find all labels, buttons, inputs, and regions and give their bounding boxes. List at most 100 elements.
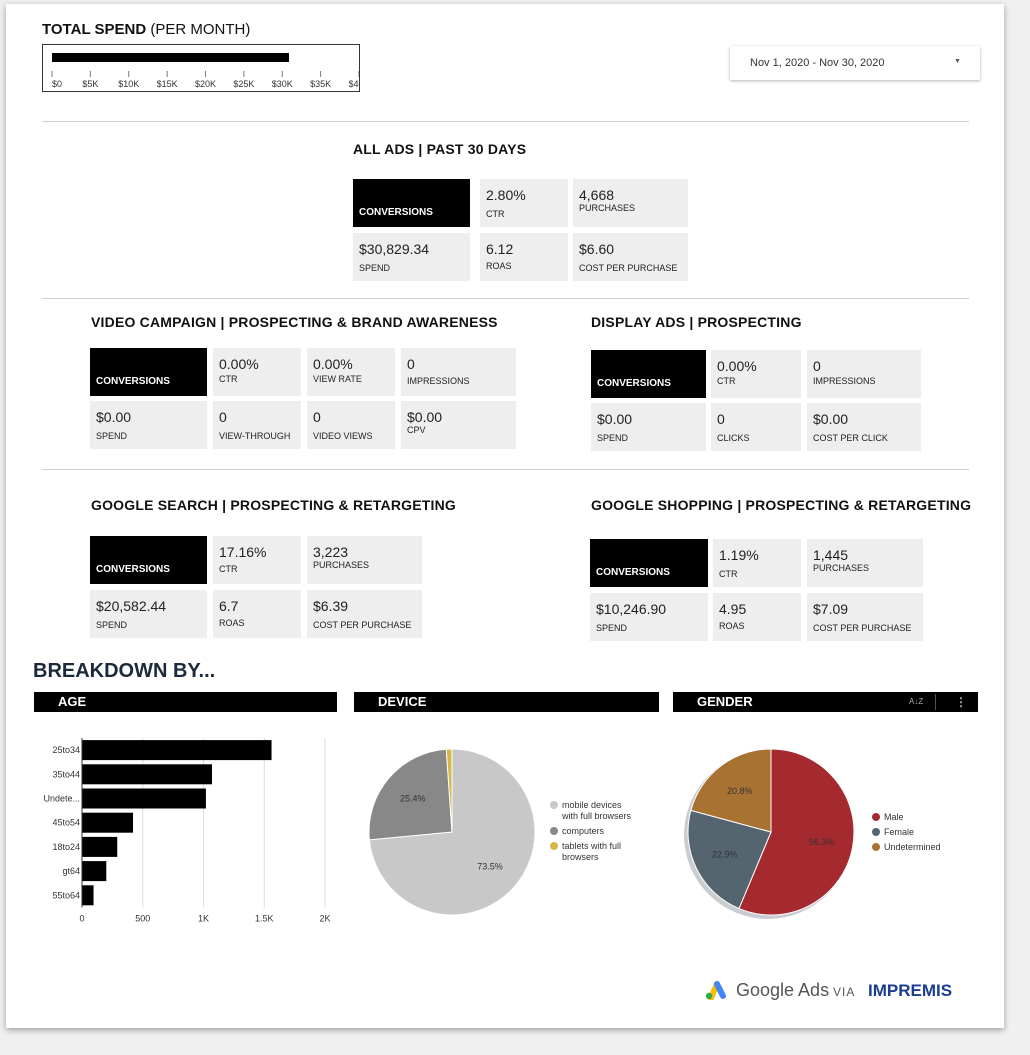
total-spend-title: TOTAL SPEND (PER MONTH): [42, 21, 250, 38]
gender-pie-chart: 56.3% 22.9% 20.8% Male Female Undetermined: [684, 748, 941, 919]
via-text: VIA: [833, 985, 856, 999]
bar-18to24[interactable]: [82, 836, 118, 857]
y-tick-label: 25to34: [52, 745, 80, 755]
x-tick-label: 1.5K: [255, 913, 274, 923]
purchases-tile: 1,445 PURCHASES: [807, 539, 923, 587]
bar-undete[interactable]: [82, 788, 206, 809]
ctr-tile: 1.19% CTR: [713, 539, 801, 587]
conversions-label: CONVERSIONS: [596, 567, 670, 578]
metric-label: CTR: [219, 374, 238, 384]
metric-value: 4.95: [719, 601, 747, 617]
purchases-tile: 3,223 PURCHASES: [307, 536, 422, 584]
metric-label: COST PER PURCHASE: [313, 620, 412, 630]
axis-tick-label: $20K: [195, 79, 216, 89]
divider: [42, 469, 969, 470]
metric-value: 3,223: [313, 544, 349, 560]
roas-tile: 6.7 ROAS: [213, 590, 301, 638]
metric-value: $7.09: [813, 601, 849, 617]
bar-45to54[interactable]: [82, 812, 134, 833]
legend-label: Female: [884, 827, 914, 837]
cost-per-purchase-tile: $7.09 COST PER PURCHASE: [807, 593, 923, 641]
report-canvas: TOTAL SPEND (PER MONTH) $0 $5K $10K $15K $20…: [6, 4, 1004, 1028]
metric-value: $0.00: [813, 411, 849, 427]
metric-label: PURCHASES: [313, 560, 370, 570]
view-rate-tile: 0.00% VIEW RATE: [307, 348, 395, 396]
metric-label: PURCHASES: [579, 203, 636, 213]
metric-label: VIEW RATE: [313, 374, 362, 384]
google-ads-logo-icon: [705, 981, 726, 1000]
more-vert-icon[interactable]: ⋮: [955, 695, 967, 709]
display-ads-title: DISPLAY ADS | PROSPECTING: [591, 314, 802, 330]
spend-tile: $20,582.44 SPEND: [90, 590, 207, 638]
axis-tick-label: $40K: [348, 79, 359, 89]
metric-label: VIEW-THROUGH: [219, 431, 291, 441]
total-spend-bar[interactable]: [52, 53, 289, 62]
metric-label: ROAS: [486, 261, 512, 271]
google-ads-text: Google Ads: [736, 980, 830, 1000]
purchases-tile: 4,668 PURCHASES: [573, 179, 688, 227]
video-campaign-title: VIDEO CAMPAIGN | PROSPECTING & BRAND AWA…: [91, 314, 498, 330]
conversions-tile: CONVERSIONS: [591, 350, 706, 398]
ctr-tile: 2.80% CTR: [480, 179, 568, 227]
metric-label: COST PER PURCHASE: [813, 623, 912, 633]
legend-label: Male: [884, 812, 904, 822]
legend-swatch: [872, 843, 880, 851]
legend-label: mobile devices: [562, 800, 622, 810]
metric-label: CTR: [719, 569, 738, 579]
axis-tick-label: $10K: [118, 79, 139, 89]
axis-tick-label: $30K: [272, 79, 293, 89]
y-tick-label: Undete...: [43, 794, 80, 804]
total-spend-bullet-chart: $0 $5K $10K $15K $20K $25K $30K $35K $40K: [42, 44, 360, 92]
chevron-down-icon[interactable]: ▼: [954, 58, 961, 65]
sort-az-icon[interactable]: A↓Z: [909, 697, 924, 706]
metric-label: CTR: [486, 209, 505, 219]
axis-tick-label: $0: [52, 79, 62, 89]
y-tick-label: 55to64: [52, 890, 80, 900]
roas-tile: 4.95 ROAS: [713, 593, 801, 641]
metric-value: 0: [717, 411, 725, 427]
x-tick-label: 2K: [319, 913, 330, 923]
metric-value: $20,582.44: [96, 598, 167, 614]
ctr-tile: 17.16% CTR: [213, 536, 301, 584]
impressions-tile: 0 IMPRESSIONS: [401, 348, 516, 396]
bar-35to44[interactable]: [82, 764, 213, 785]
slice-data-label: 25.4%: [400, 794, 426, 804]
metric-label: ROAS: [719, 621, 745, 631]
axis-tick-label: $5K: [82, 79, 98, 89]
metric-label: COST PER CLICK: [813, 433, 888, 443]
metric-label: PURCHASES: [813, 563, 870, 573]
conversions-tile: CONVERSIONS: [353, 179, 470, 227]
metric-value: 0.00%: [219, 356, 259, 372]
metric-value: $6.39: [313, 598, 349, 614]
impressions-tile: 0 IMPRESSIONS: [807, 350, 921, 398]
date-range-label: Nov 1, 2020 - Nov 30, 2020: [750, 57, 885, 69]
pie-slice-tablets[interactable]: [445, 748, 453, 833]
bar-gt64[interactable]: [82, 861, 107, 882]
date-range-picker[interactable]: Nov 1, 2020 - Nov 30, 2020 ▼: [730, 46, 980, 80]
y-tick-label: 45to54: [52, 818, 80, 828]
metric-value: 4,668: [579, 187, 615, 203]
cpv-tile: $0.00 CPV: [401, 401, 516, 449]
legend-label: tablets with full: [562, 841, 621, 851]
metric-value: 0: [313, 409, 321, 425]
metric-label: SPEND: [359, 263, 391, 273]
bar-55to64[interactable]: [82, 885, 94, 906]
pie-slice-computers[interactable]: [368, 748, 453, 841]
metric-value: $6.60: [579, 241, 615, 257]
slice-data-label: 56.3%: [809, 837, 835, 847]
metric-label: COST PER PURCHASE: [579, 263, 678, 273]
cost-per-purchase-tile: $6.39 COST PER PURCHASE: [307, 590, 422, 638]
pie-slice-undetermined[interactable]: [690, 748, 772, 833]
gender-header-label: GENDER: [697, 694, 753, 709]
x-tick-label: 500: [135, 913, 150, 923]
pie-slice-male[interactable]: [738, 748, 855, 916]
legend-label: browsers: [562, 852, 599, 862]
gender-header: GENDER A↓Z ⋮: [673, 692, 978, 712]
bar-25to34[interactable]: [82, 740, 272, 761]
spend-tile: $10,246.90 SPEND: [590, 593, 708, 641]
metric-value: 0: [407, 356, 415, 372]
footer-branding: Google Ads VIA IMPREMIS: [704, 978, 964, 1004]
pie-slice-female[interactable]: [687, 809, 772, 910]
metric-value: $0.00: [96, 409, 132, 425]
